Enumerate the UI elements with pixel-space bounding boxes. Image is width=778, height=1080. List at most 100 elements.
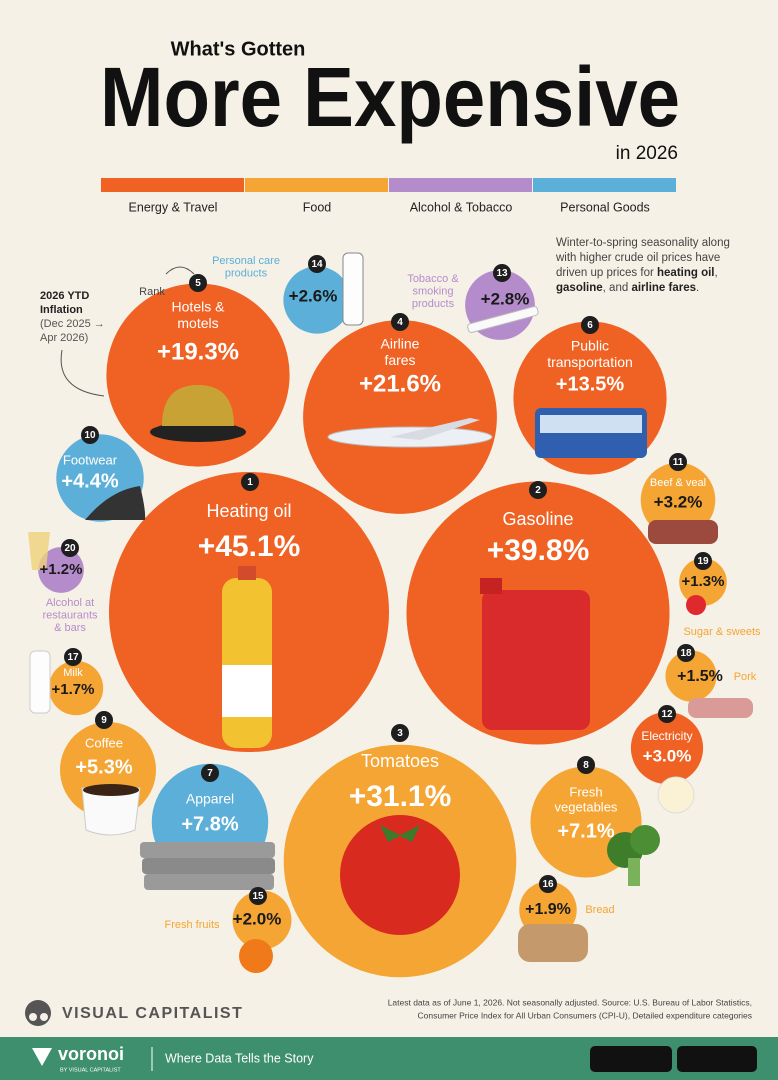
item-label: Sugar & sweets	[683, 626, 761, 638]
item-label: Apparel	[186, 791, 234, 807]
bell-base	[150, 422, 246, 442]
item-label: Tomatoes	[361, 751, 439, 771]
broccoli-stem	[628, 858, 640, 886]
rank-badge	[539, 875, 557, 893]
rank-label: 14	[311, 259, 323, 270]
item-label: Alcohol at	[46, 597, 94, 609]
app-badge	[590, 1046, 672, 1072]
lightbulb	[657, 776, 695, 814]
rank-note: Rank	[139, 286, 165, 298]
rank-label: 8	[583, 760, 589, 771]
bubble	[640, 462, 716, 538]
labels: 1 Heating oil +45.1% 2 Gasoline +39.8% 3 Tomato…	[40, 255, 761, 931]
rank-label: 3	[397, 728, 403, 739]
value-label: +19.3%	[157, 338, 239, 365]
rank-badge	[391, 313, 409, 331]
annotation: Apr 2026)	[40, 332, 88, 344]
icons	[28, 252, 753, 973]
rank-badge	[308, 255, 326, 273]
source: Latest data as of June 1, 2026. Not seas…	[388, 997, 752, 1007]
rank-label: 18	[680, 648, 692, 659]
bottle-label	[222, 665, 272, 717]
rank-badge	[64, 648, 82, 666]
shirt	[144, 874, 274, 890]
rank-label: 12	[661, 709, 673, 720]
item-label: & bars	[54, 622, 86, 634]
source: Consumer Price Index for All Urban Consu…	[418, 1010, 752, 1020]
rank-badge	[493, 264, 511, 282]
plane-wing	[390, 418, 480, 440]
item-label: Fresh	[569, 784, 602, 799]
legend-swatch	[533, 178, 676, 192]
rank-badge	[95, 711, 113, 729]
beer-glass	[28, 532, 50, 570]
rank-label: 1	[247, 477, 253, 488]
annotation: Inflation	[40, 304, 83, 316]
item-label: Electricity	[641, 729, 692, 743]
broccoli	[630, 825, 660, 855]
value-label: +2.8%	[481, 289, 530, 308]
rank-label: 7	[207, 768, 213, 779]
rank-label: 20	[64, 543, 76, 554]
cigarette	[467, 306, 539, 334]
rank-badge	[61, 539, 79, 557]
item-label: Fresh fruits	[164, 919, 220, 931]
note: Winter-to-spring seasonality along with …	[556, 236, 746, 296]
rank-badge	[677, 644, 695, 662]
rank-badge	[577, 756, 595, 774]
voronoi-logo	[32, 1048, 52, 1066]
annotation: (Dec 2025 →	[40, 318, 105, 330]
brand-logo	[25, 1000, 51, 1026]
value-label: +2.6%	[289, 286, 338, 305]
item-label: Bread	[585, 904, 614, 916]
subtitle: in 2026	[616, 143, 678, 164]
item-label: products	[225, 268, 268, 280]
shirt	[142, 858, 275, 874]
beef	[648, 520, 718, 544]
rank-label: 11	[673, 457, 684, 468]
value-label: +3.0%	[643, 746, 692, 765]
legend-swatch	[245, 178, 388, 192]
note-text: , and	[602, 282, 632, 294]
bubble	[106, 283, 290, 467]
value-label: +1.5%	[677, 668, 723, 685]
item-label: Heating oil	[206, 501, 291, 521]
app-badge	[677, 1046, 757, 1072]
item-label: transportation	[547, 354, 633, 370]
value-label: +7.8%	[181, 813, 238, 835]
value-label: +7.1%	[557, 820, 614, 842]
rank-label: 2	[535, 485, 541, 496]
item-label: fares	[384, 352, 415, 368]
pork	[688, 698, 753, 718]
value-label: +1.3%	[682, 573, 725, 590]
footer-by: BY VISUAL CAPITALIST	[60, 1067, 121, 1073]
annotation-arrow	[60, 349, 105, 397]
logo-eye	[29, 1013, 37, 1021]
rank-label: 13	[496, 268, 508, 279]
rank-label: 16	[542, 879, 554, 890]
tomato-stem	[380, 825, 420, 842]
rank-badge	[581, 316, 599, 334]
note-text: ,	[714, 267, 718, 279]
legend-label: Food	[303, 200, 332, 214]
value-label: +1.7%	[52, 681, 95, 698]
rank-label: 10	[84, 430, 96, 441]
legend-label: Energy & Travel	[129, 200, 218, 214]
rank-badge	[529, 481, 547, 499]
value-label: +13.5%	[556, 373, 625, 395]
bottle-cap	[238, 566, 256, 580]
item-label: Pork	[734, 671, 757, 683]
item-label: products	[412, 298, 455, 310]
source: Latest data as of June 1, 2026. Not seas…	[388, 997, 752, 1020]
item-label: Airline	[381, 336, 420, 352]
bubble	[283, 266, 351, 334]
lollipop	[686, 595, 706, 615]
rank-arrow	[165, 266, 195, 275]
item-label: Coffee	[85, 735, 123, 750]
shoe	[85, 486, 146, 520]
legend-label: Alcohol & Tobacco	[410, 200, 513, 214]
value-label: +1.2%	[40, 561, 83, 578]
rank-label: 19	[697, 556, 709, 567]
value-label: +3.2%	[654, 492, 703, 511]
note-text: heating oil	[657, 267, 715, 279]
